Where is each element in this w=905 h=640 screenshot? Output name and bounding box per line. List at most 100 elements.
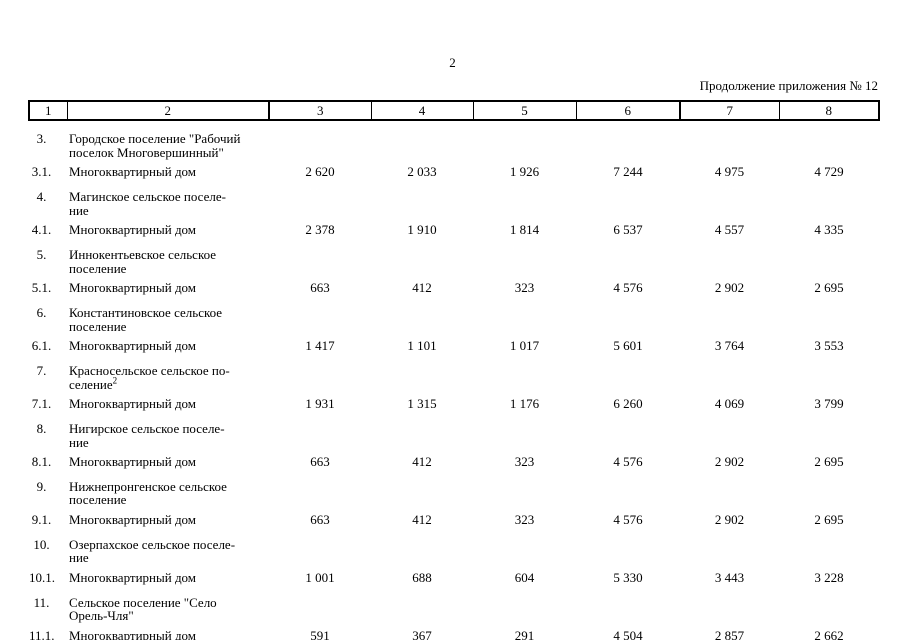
value-cell: 323 — [514, 280, 535, 296]
row-name-line: Многоквартирный дом — [69, 339, 269, 353]
column-header: 8 — [778, 100, 880, 121]
row-name-cell: Магинское сельское поселе-ние — [67, 179, 269, 217]
row-number-cell: 11.1. — [29, 628, 55, 640]
value-cell — [269, 179, 371, 217]
value-cell: 4 576 — [613, 512, 643, 528]
row-number-cell: 9.1. — [31, 512, 52, 528]
value-cell — [576, 411, 680, 449]
value-cell — [680, 237, 779, 275]
value-cell — [371, 120, 473, 159]
value-cell — [473, 120, 576, 159]
value-cell — [576, 120, 680, 159]
value-cell: 3 228 — [814, 570, 844, 586]
row-name-cell: Озерпахское сельское поселе-ние — [67, 527, 269, 565]
row-name-text: Красносельское сельское по- — [69, 362, 230, 378]
row-name-text: Многоквартирный дом — [69, 628, 197, 640]
value-cell: 2 695 — [814, 280, 844, 296]
value-cell — [371, 585, 473, 623]
value-cell: 2 902 — [714, 454, 745, 470]
value-cell — [576, 295, 680, 333]
column-header: 4 — [370, 100, 474, 121]
value-cell: 1 101 — [407, 338, 437, 354]
column-header: 6 — [575, 100, 681, 121]
value-cell: 3 799 — [814, 396, 844, 412]
row-name-line: Нигирское сельское поселе- — [69, 422, 269, 436]
row-name-text: Нигирское сельское поселе- — [69, 420, 225, 436]
row-number-cell: 3. — [36, 131, 47, 146]
value-cell — [779, 411, 879, 449]
value-cell: 2 662 — [814, 628, 844, 640]
value-cell — [680, 120, 779, 159]
row-name-cell: Многоквартирный дом — [67, 449, 269, 469]
value-cell: 2 620 — [305, 164, 335, 180]
value-cell — [371, 179, 473, 217]
value-cell — [473, 527, 576, 565]
row-name-cell: Многоквартирный дом — [67, 623, 269, 640]
value-cell — [779, 469, 879, 507]
value-cell: 291 — [514, 628, 535, 640]
row-name-text: Магинское сельское поселе- — [69, 188, 226, 204]
row-name-line: Красносельское сельское по- — [69, 364, 269, 378]
value-cell: 323 — [514, 512, 535, 528]
value-cell: 2 033 — [407, 164, 437, 180]
value-cell — [680, 353, 779, 391]
value-cell — [779, 295, 879, 333]
row-name-line: Магинское сельское поселе- — [69, 190, 269, 204]
value-cell — [576, 527, 680, 565]
value-cell — [779, 237, 879, 275]
value-cell: 1 176 — [509, 396, 540, 412]
row-name-line: Многоквартирный дом — [69, 281, 269, 295]
row-name-cell: Иннокентьевское сельское поселение — [67, 237, 269, 275]
value-cell — [269, 527, 371, 565]
value-cell — [576, 585, 680, 623]
row-name-line: Многоквартирный дом — [69, 513, 269, 527]
section-row: 3. Городское поселение "Рабочий поселок М… — [29, 120, 879, 159]
row-name-line: поселение — [69, 319, 269, 334]
value-cell: 2 902 — [714, 280, 745, 296]
value-cell: 7 244 — [613, 164, 643, 180]
value-cell — [269, 585, 371, 623]
value-cell — [269, 295, 371, 333]
row-name-cell: Многоквартирный дом — [67, 333, 269, 353]
row-name-line: ние — [69, 203, 269, 218]
value-cell: 323 — [514, 454, 535, 470]
row-name-line: Константиновское сельское — [69, 306, 269, 320]
row-name-line: ние — [69, 551, 269, 565]
value-cell — [371, 527, 473, 565]
row-name-cell: Многоквартирный дом — [67, 217, 269, 237]
value-cell: 1 814 — [509, 222, 540, 238]
row-name-cell: Многоквартирный дом — [67, 565, 269, 585]
value-cell: 1 910 — [407, 222, 437, 238]
row-name-line: Многоквартирный дом — [69, 571, 269, 585]
page-number: 2 — [449, 55, 456, 70]
value-cell — [371, 295, 473, 333]
column-header: 1 — [28, 100, 68, 121]
row-name-text: Городское поселение "Рабочий — [69, 131, 241, 146]
appendix-table: 1 2 3 4 5 6 7 8 3. Городское поселение "… — [28, 100, 880, 640]
value-cell: 1 417 — [305, 338, 335, 354]
row-name-text: Многоквартирный дом — [69, 454, 197, 470]
value-cell: 2 378 — [305, 222, 335, 238]
row-number-cell: 11. — [33, 594, 50, 610]
row-name-line: Иннокентьевское сельское — [69, 248, 269, 262]
value-cell — [473, 469, 576, 507]
value-cell — [473, 411, 576, 449]
row-number-cell: 5. — [36, 246, 47, 262]
row-name-text: поселок Многовершинный" — [69, 144, 224, 160]
row-name-cell: Константиновское сельское поселение — [67, 295, 269, 333]
value-cell: 4 729 — [814, 164, 844, 180]
row-name-cell: Многоквартирный дом — [67, 391, 269, 411]
row-name-cell: Многоквартирный дом — [67, 159, 269, 179]
section-row: 11. Сельское поселение "Село Орель-Чля" — [29, 585, 879, 623]
value-cell — [680, 527, 779, 565]
value-cell — [473, 179, 576, 217]
row-number-cell: 6. — [36, 304, 47, 320]
value-cell: 604 — [514, 570, 535, 586]
row-name-line: поселение — [69, 261, 269, 276]
row-name-text: селение — [69, 376, 113, 392]
section-row: 6. Константиновское сельское поселение — [29, 295, 879, 333]
table-header-row: 1 2 3 4 5 6 7 8 — [28, 100, 880, 121]
value-cell — [269, 469, 371, 507]
row-name-line: Многоквартирный дом — [69, 629, 269, 640]
data-row: 7.1. Многоквартирный дом 1 931 1 315 1 1… — [29, 391, 879, 411]
